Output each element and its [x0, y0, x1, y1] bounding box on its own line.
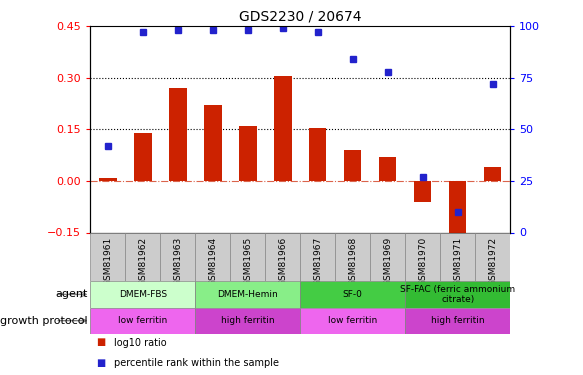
- Bar: [405, 281, 510, 308]
- Text: agent: agent: [55, 290, 87, 299]
- Bar: [414, 181, 431, 202]
- Text: high ferritin: high ferritin: [431, 316, 484, 325]
- Bar: [90, 232, 125, 281]
- Bar: [265, 232, 300, 281]
- Bar: [300, 281, 405, 308]
- Bar: [379, 157, 396, 181]
- Bar: [405, 308, 510, 334]
- Bar: [195, 232, 230, 281]
- Bar: [239, 126, 257, 181]
- Bar: [449, 181, 466, 244]
- Text: high ferritin: high ferritin: [221, 316, 275, 325]
- Text: SF-FAC (ferric ammonium
citrate): SF-FAC (ferric ammonium citrate): [400, 285, 515, 304]
- Text: GSM81963: GSM81963: [173, 236, 182, 286]
- Text: DMEM-Hemin: DMEM-Hemin: [217, 290, 278, 299]
- Bar: [230, 232, 265, 281]
- Bar: [300, 308, 405, 334]
- Bar: [169, 88, 187, 181]
- Bar: [475, 232, 510, 281]
- Bar: [405, 232, 440, 281]
- Bar: [134, 133, 152, 181]
- Text: GSM81962: GSM81962: [138, 236, 147, 285]
- Bar: [99, 177, 117, 181]
- Text: SF-0: SF-0: [343, 290, 363, 299]
- Text: GSM81964: GSM81964: [208, 236, 217, 285]
- Text: GSM81961: GSM81961: [103, 236, 113, 286]
- Bar: [125, 232, 160, 281]
- Text: GSM81969: GSM81969: [383, 236, 392, 286]
- Bar: [484, 167, 501, 181]
- Bar: [274, 76, 292, 181]
- Bar: [204, 105, 222, 181]
- Bar: [300, 232, 335, 281]
- Text: low ferritin: low ferritin: [118, 316, 167, 325]
- Bar: [160, 232, 195, 281]
- Bar: [90, 308, 195, 334]
- Text: growth protocol: growth protocol: [0, 316, 87, 326]
- Text: GSM81970: GSM81970: [418, 236, 427, 286]
- Bar: [309, 128, 326, 181]
- Text: low ferritin: low ferritin: [328, 316, 377, 325]
- Text: ■: ■: [96, 338, 106, 348]
- Title: GDS2230 / 20674: GDS2230 / 20674: [239, 10, 361, 24]
- Text: GSM81966: GSM81966: [278, 236, 287, 286]
- Text: GSM81967: GSM81967: [313, 236, 322, 286]
- Bar: [440, 232, 475, 281]
- Bar: [335, 232, 370, 281]
- Bar: [370, 232, 405, 281]
- Text: GSM81968: GSM81968: [348, 236, 357, 286]
- Text: GSM81965: GSM81965: [243, 236, 252, 286]
- Text: ■: ■: [96, 358, 106, 368]
- Text: GSM81971: GSM81971: [453, 236, 462, 286]
- Bar: [90, 281, 195, 308]
- Text: log10 ratio: log10 ratio: [114, 338, 166, 348]
- Text: GSM81972: GSM81972: [488, 236, 497, 285]
- Text: percentile rank within the sample: percentile rank within the sample: [114, 358, 279, 368]
- Bar: [195, 308, 300, 334]
- Bar: [195, 281, 300, 308]
- Text: DMEM-FBS: DMEM-FBS: [119, 290, 167, 299]
- Bar: [344, 150, 361, 181]
